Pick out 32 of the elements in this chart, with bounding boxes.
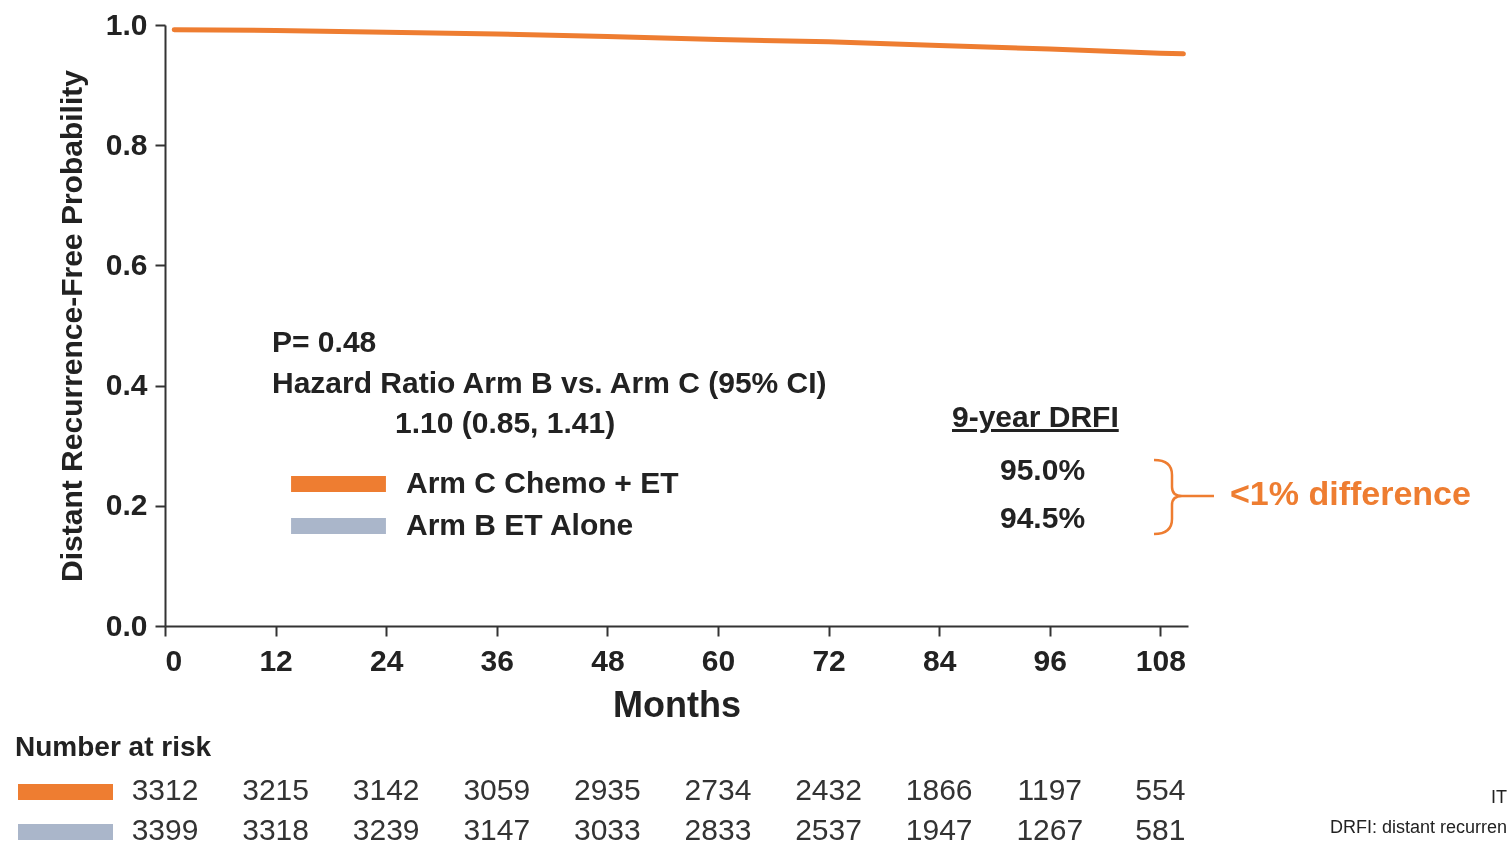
text: IT [1491,787,1507,807]
annotation: 9-year DRFI [952,400,1119,433]
x-tick-label: 24 [370,643,404,677]
legend-label: Arm C Chemo + ET [406,466,679,499]
x-tick-label: 72 [812,643,846,677]
y-tick-label: 0.8 [105,127,148,161]
y-tick-label: 1.0 [105,7,148,41]
text: <1% difference [1230,474,1471,512]
y-tick-label: 0.6 [105,247,148,281]
text: 3399 3318 3239 3147 3033 2833 2537 1947 1267 581 [131,813,1186,846]
y-axis-title: Distant Recurrence-Free Probability [54,69,88,582]
annotation: 95.0% [1000,453,1086,486]
x-tick-label: 60 [701,643,736,677]
annotation: Hazard Ratio Arm B vs. Arm C (95% CI) [272,366,827,399]
x-axis-title: Months [613,683,741,725]
x-tick-label: 84 [922,643,957,677]
x-tick-label: 12 [259,643,293,677]
y-tick-label: 0.2 [105,488,148,522]
annotation: 1.10 (0.85, 1.41) [395,406,616,439]
annotation: 94.5% [1000,501,1086,534]
text: DRFI: distant recurren [1329,817,1507,837]
legend-label: Arm B ET Alone [406,508,634,541]
text: 3312 3215 3142 3059 2935 2734 2432 1866 1197 554 [131,773,1186,806]
annotation: P= 0.48 [272,325,377,358]
x-tick-label: 48 [591,643,625,677]
text: Number at risk [15,731,212,762]
x-tick-label: 96 [1033,643,1067,677]
y-tick-label: 0.0 [105,608,148,642]
x-tick-label: 0 [165,643,183,677]
x-tick-label: 108 [1135,643,1186,677]
x-tick-label: 36 [480,643,514,677]
y-tick-label: 0.4 [105,368,148,402]
